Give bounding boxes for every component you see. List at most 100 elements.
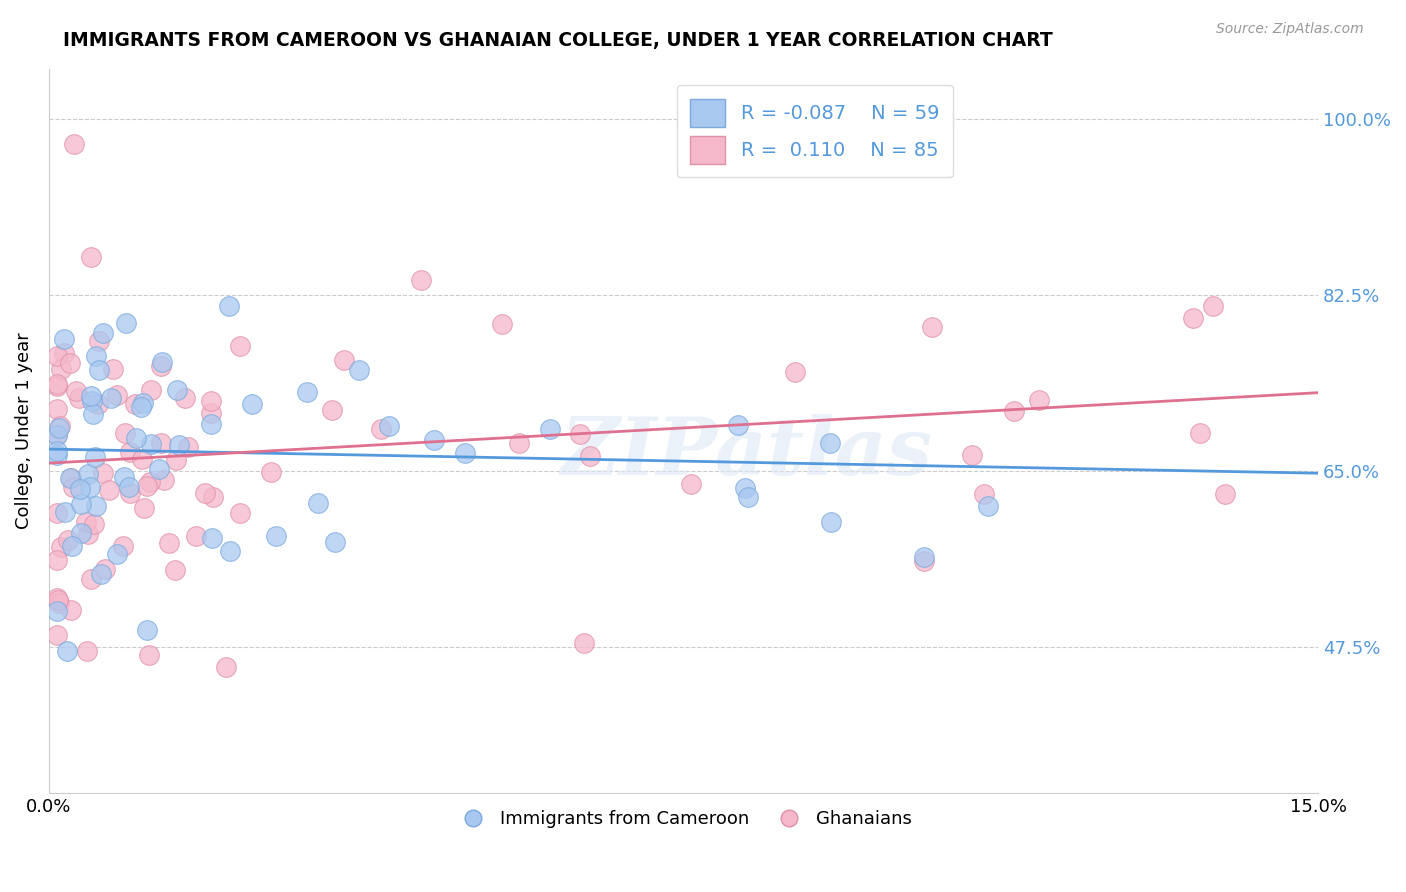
Point xyxy=(77,527,100,541)
Point xyxy=(63,136,86,151)
Point xyxy=(307,496,329,510)
Point xyxy=(105,547,128,561)
Point xyxy=(46,443,69,458)
Point xyxy=(229,506,252,520)
Point xyxy=(91,326,114,340)
Point xyxy=(49,362,72,376)
Point xyxy=(82,407,104,421)
Text: ZIPatlas: ZIPatlas xyxy=(561,414,934,491)
Point xyxy=(165,563,187,577)
Point xyxy=(69,497,91,511)
Point xyxy=(1213,487,1236,501)
Point xyxy=(138,648,160,662)
Point xyxy=(60,471,83,485)
Point xyxy=(454,446,477,460)
Point xyxy=(49,419,72,434)
Point xyxy=(200,394,222,409)
Point xyxy=(508,436,530,450)
Point xyxy=(229,339,252,353)
Point xyxy=(60,539,83,553)
Point xyxy=(377,418,399,433)
Point xyxy=(114,426,136,441)
Point xyxy=(200,406,222,420)
Point xyxy=(69,483,91,497)
Point xyxy=(912,553,935,567)
Point xyxy=(89,334,111,349)
Point xyxy=(124,397,146,411)
Point xyxy=(70,526,93,541)
Legend: Immigrants from Cameroon, Ghanaians: Immigrants from Cameroon, Ghanaians xyxy=(447,803,920,835)
Point xyxy=(149,436,172,450)
Point xyxy=(65,384,87,398)
Point xyxy=(118,480,141,494)
Point xyxy=(131,452,153,467)
Point xyxy=(135,478,157,492)
Point xyxy=(115,316,138,330)
Point xyxy=(76,644,98,658)
Point xyxy=(67,391,90,405)
Point xyxy=(264,528,287,542)
Point xyxy=(62,480,84,494)
Point xyxy=(53,332,76,346)
Point xyxy=(737,490,759,504)
Point xyxy=(112,470,135,484)
Point xyxy=(90,567,112,582)
Point xyxy=(125,432,148,446)
Point xyxy=(215,660,238,674)
Point xyxy=(89,362,111,376)
Point xyxy=(491,317,513,331)
Point xyxy=(80,393,103,408)
Point xyxy=(174,391,197,405)
Point xyxy=(152,473,174,487)
Point xyxy=(46,593,69,607)
Point xyxy=(912,550,935,565)
Point xyxy=(101,362,124,376)
Point xyxy=(46,376,69,391)
Point xyxy=(75,515,97,529)
Point xyxy=(46,604,69,618)
Point xyxy=(46,349,69,363)
Point xyxy=(150,355,173,369)
Point xyxy=(240,397,263,411)
Point xyxy=(91,466,114,480)
Point xyxy=(138,475,160,490)
Point xyxy=(56,533,79,548)
Point xyxy=(48,421,70,435)
Point xyxy=(297,384,319,399)
Point xyxy=(157,536,180,550)
Text: IMMIGRANTS FROM CAMEROON VS GHANAIAN COLLEGE, UNDER 1 YEAR CORRELATION CHART: IMMIGRANTS FROM CAMEROON VS GHANAIAN COL… xyxy=(63,31,1053,50)
Point xyxy=(139,384,162,398)
Point xyxy=(46,553,69,567)
Text: Source: ZipAtlas.com: Source: ZipAtlas.com xyxy=(1216,22,1364,37)
Point xyxy=(194,486,217,500)
Point xyxy=(46,506,69,520)
Point xyxy=(52,346,75,360)
Point xyxy=(51,540,73,554)
Point xyxy=(727,418,749,433)
Point xyxy=(46,591,69,606)
Point xyxy=(132,396,155,410)
Point xyxy=(84,349,107,363)
Point xyxy=(166,383,188,397)
Point xyxy=(201,531,224,545)
Point xyxy=(921,320,943,334)
Point xyxy=(46,448,69,462)
Point xyxy=(135,623,157,637)
Point xyxy=(976,499,998,513)
Point xyxy=(87,397,110,411)
Point xyxy=(1181,310,1204,325)
Point xyxy=(167,438,190,452)
Point xyxy=(83,516,105,531)
Point xyxy=(177,440,200,454)
Point xyxy=(141,437,163,451)
Point xyxy=(129,400,152,414)
Point xyxy=(1028,392,1050,407)
Point xyxy=(118,444,141,458)
Point xyxy=(1202,300,1225,314)
Point xyxy=(53,505,76,519)
Point xyxy=(149,359,172,373)
Point xyxy=(260,466,283,480)
Point xyxy=(100,391,122,405)
Point xyxy=(186,529,208,543)
Point xyxy=(960,448,983,462)
